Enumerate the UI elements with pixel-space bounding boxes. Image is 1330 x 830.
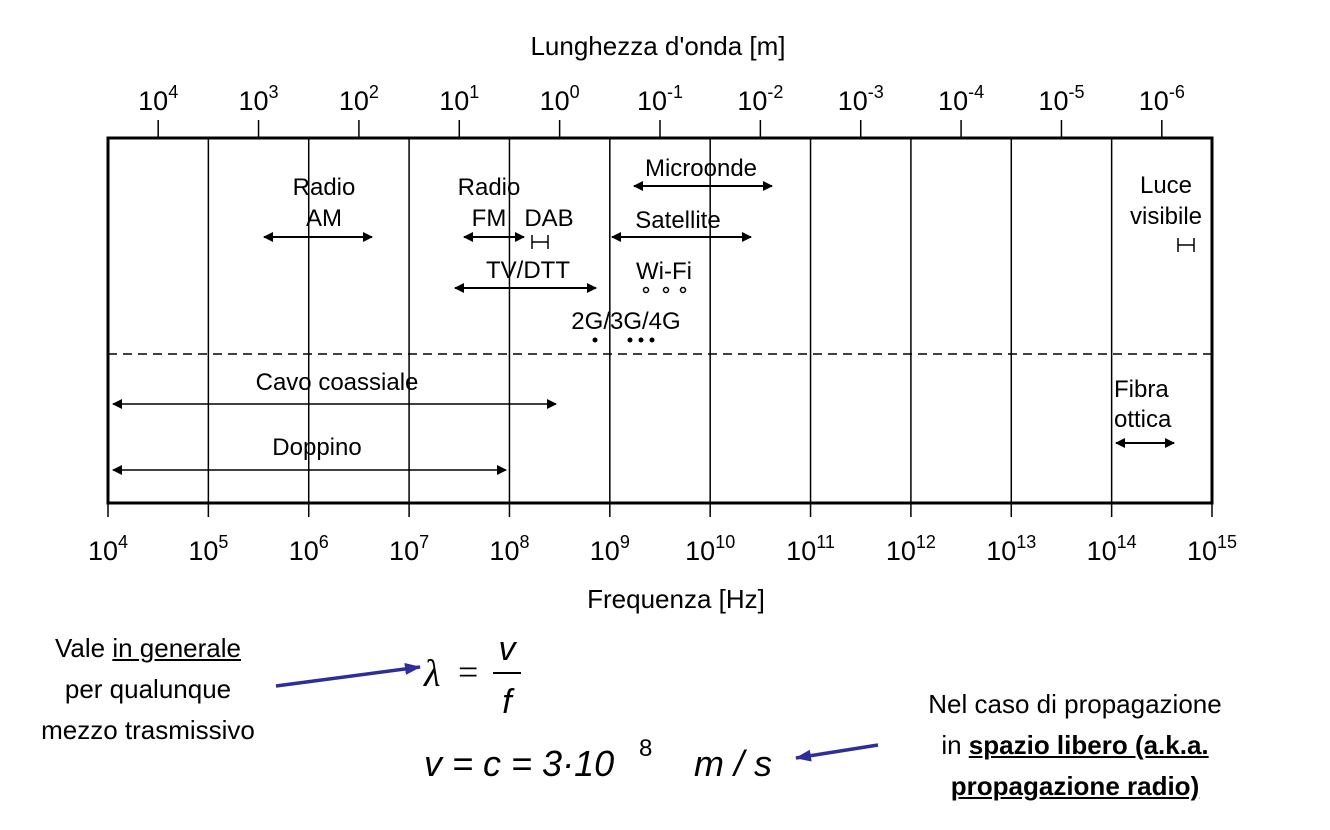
frequency-tick-label: 1011 [786, 532, 835, 566]
wavelength-tick-label: 10-6 [1139, 82, 1185, 116]
wavelength-tick-label: 10-5 [1038, 82, 1084, 116]
frequency-tick-label: 1014 [1087, 532, 1137, 566]
right-note-line1: Nel caso di propagazione [928, 689, 1222, 719]
cellular-points [592, 337, 655, 343]
left-note-line3: mezzo trasmissivo [41, 715, 255, 745]
frequency-tick-label: 1013 [986, 532, 1036, 566]
frequency-tick-label: 106 [289, 532, 329, 566]
wavelength-tick-label: 10-3 [838, 82, 884, 116]
wavelength-tick-label: 101 [439, 82, 479, 116]
left-note-line2: per qualunque [64, 674, 232, 704]
speed-exponent: 8 [639, 735, 652, 762]
dab-label: DAB [524, 205, 573, 232]
frequency-tick-label: 104 [88, 532, 128, 566]
frequency-tick-label: 109 [590, 532, 630, 566]
cavo-coassiale-label: Cavo coassiale [256, 369, 419, 396]
right-note: Nel caso di propagazione in spazio liber… [880, 684, 1270, 807]
speed-unit: m / s [694, 743, 772, 784]
equals-sign: = [458, 652, 478, 692]
speed-formula: v = c = 3·10 8 m / s [424, 735, 772, 784]
frequency-ticks: 104 105 106 107 108 109 1010 1011 1012 1013 1014 10… [88, 503, 1237, 566]
frequency-tick-label: 1015 [1187, 532, 1237, 566]
wavelength-formula: λ = v f [423, 630, 521, 721]
denominator-f: f [502, 683, 515, 721]
right-note-prefix: in [941, 730, 969, 760]
frequency-tick-label: 105 [188, 532, 228, 566]
chart-frame [106, 136, 1214, 505]
dab-range-marker [531, 235, 549, 249]
left-note: Vale in generale per qualunque mezzo tra… [10, 628, 286, 751]
frequency-tick-label: 1012 [886, 532, 936, 566]
left-note-arrow [275, 663, 421, 688]
lambda-symbol: λ [423, 653, 440, 695]
frequency-tick-label: 108 [489, 532, 529, 566]
frequency-axis-title: Frequenza [Hz] [587, 584, 765, 614]
radio-fm-label: Radio FM [458, 174, 521, 232]
wavelength-tick-label: 104 [138, 82, 178, 116]
doppino-label: Doppino [272, 434, 361, 461]
frequency-tick-label: 107 [389, 532, 429, 566]
luce-visibile-label: Luce visibile [1130, 172, 1202, 230]
cellular-label: 2G/3G/4G [571, 308, 680, 335]
microonde-label: Microonde [645, 155, 757, 182]
wavelength-tick-label: 100 [540, 82, 580, 116]
tv-dtt-label: TV/DTT [486, 257, 570, 284]
right-note-bold-2: propagazione radio) [950, 771, 1200, 801]
wavelength-tick-label: 10-2 [737, 82, 783, 116]
speed-expression: v = c = 3·10 [424, 743, 614, 784]
wavelength-tick-label: 103 [239, 82, 279, 116]
satellite-label: Satellite [635, 207, 720, 234]
frequency-gridlines [207, 138, 1113, 503]
wifi-points [642, 286, 687, 294]
right-note-arrow [795, 743, 879, 762]
luce-visibile-range-marker [1177, 238, 1195, 252]
fibra-ottica-label: Fibra ottica [1114, 376, 1172, 433]
right-note-bold-1: spazio libero (a.k.a. [968, 730, 1209, 760]
left-note-prefix: Vale [55, 633, 113, 663]
wavelength-tick-label: 10-4 [938, 82, 984, 116]
radio-am-label: Radio AM [293, 174, 356, 232]
numerator-v: v [499, 630, 518, 668]
wavelength-ticks: 104 103 102 101 100 10-1 10-2 10-3 10-4 10-5 10-6 [138, 82, 1185, 138]
wavelength-tick-label: 10-1 [637, 82, 683, 116]
wavelength-tick-label: 102 [339, 82, 379, 116]
wifi-label: Wi-Fi [636, 258, 692, 285]
frequency-tick-label: 1010 [685, 532, 735, 566]
wavelength-axis-title: Lunghezza d'onda [m] [530, 31, 785, 61]
left-note-underline: in generale [112, 633, 241, 663]
